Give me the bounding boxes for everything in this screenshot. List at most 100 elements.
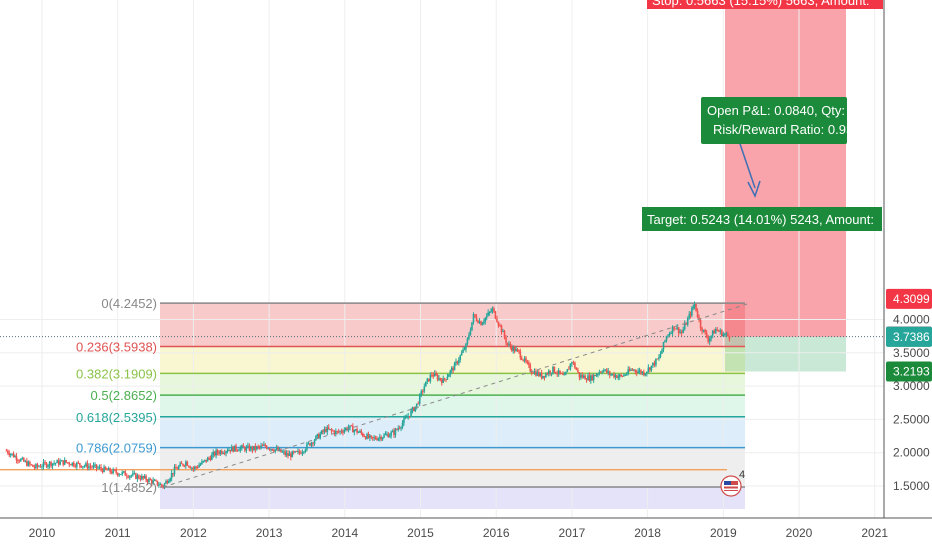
- candle-body: [251, 446, 254, 451]
- stop-zone[interactable]: [725, 0, 846, 337]
- candle-body: [188, 465, 190, 467]
- candle-body: [468, 334, 470, 339]
- candle-body: [185, 461, 187, 466]
- candle-body: [301, 452, 304, 454]
- candle-body: [172, 472, 174, 475]
- candle-body: [350, 425, 353, 427]
- candle-body: [630, 369, 632, 371]
- candle-body: [258, 446, 261, 448]
- candle-body: [313, 440, 316, 444]
- candle-body: [270, 448, 272, 450]
- candle-body: [624, 374, 627, 376]
- candle-body: [352, 425, 354, 433]
- target-zone[interactable]: [725, 336, 846, 372]
- candle-body: [30, 464, 33, 466]
- fib-trend-line[interactable]: [162, 302, 750, 488]
- candle-body: [556, 373, 559, 375]
- fib-band-0.786: [160, 447, 745, 487]
- candle-body: [546, 373, 549, 375]
- candle-body: [357, 432, 360, 433]
- candle-body: [522, 359, 524, 361]
- x-tick-label: 2021: [861, 526, 888, 540]
- candle-body: [199, 464, 202, 466]
- candle-body: [142, 476, 145, 478]
- candle-body: [618, 374, 621, 377]
- candle-body: [364, 436, 367, 439]
- candle-body: [398, 428, 401, 429]
- candle-body: [433, 373, 436, 377]
- price-axis-bg[interactable]: [884, 0, 932, 550]
- candle-body: [686, 318, 689, 325]
- candle-body: [241, 445, 243, 448]
- candle-body: [198, 465, 200, 468]
- candle-body: [290, 453, 292, 458]
- candle-body: [638, 370, 641, 372]
- candle-body: [448, 374, 450, 377]
- target-label-box: [642, 207, 882, 231]
- candle-body: [634, 369, 637, 372]
- candle-body: [650, 365, 653, 371]
- candle-body: [228, 449, 230, 451]
- candle-body: [689, 313, 692, 316]
- candle-body: [509, 344, 512, 347]
- candle-body: [230, 446, 233, 452]
- x-tick-label: 2013: [256, 526, 283, 540]
- candle-body: [682, 329, 684, 333]
- candle-body: [641, 371, 644, 374]
- candle-body: [223, 453, 226, 454]
- candle-body: [371, 436, 374, 438]
- candle-body: [160, 484, 163, 486]
- x-tick-label: 2015: [407, 526, 434, 540]
- candle-body: [79, 463, 81, 466]
- candle-body: [542, 375, 544, 379]
- candle-body: [701, 328, 703, 332]
- candle-body: [388, 435, 391, 438]
- candle-body: [367, 434, 370, 438]
- candle-body: [429, 374, 432, 382]
- candle-body: [220, 450, 223, 454]
- flag-icon[interactable]: 4: [720, 469, 745, 497]
- candle-body: [218, 452, 220, 454]
- candle-body: [453, 363, 456, 371]
- candle-body: [494, 311, 497, 319]
- candle-body: [215, 450, 217, 456]
- candle-body: [195, 466, 198, 468]
- candle-body: [327, 427, 330, 430]
- candle-body: [153, 480, 156, 482]
- candle-body: [212, 452, 215, 455]
- candle-body: [344, 427, 347, 430]
- candle-body: [696, 311, 699, 318]
- time-axis-bg[interactable]: [0, 518, 932, 550]
- candle-body: [621, 375, 624, 377]
- candle-body: [508, 344, 510, 345]
- candle-body: [439, 377, 442, 380]
- candle-body: [381, 437, 384, 440]
- candle-body: [8, 453, 11, 456]
- candle-body: [497, 322, 500, 326]
- candle-body: [370, 435, 373, 437]
- candle-body: [343, 429, 346, 433]
- candle-body: [591, 375, 594, 381]
- candle-body: [387, 434, 390, 438]
- position-zones: [725, 0, 846, 372]
- candle-body: [284, 451, 286, 455]
- candle-body: [180, 463, 183, 465]
- candle-body: [513, 347, 516, 352]
- candle-body: [581, 375, 584, 378]
- candle-body: [232, 446, 234, 452]
- candle-body: [124, 471, 127, 476]
- candle-body: [377, 438, 380, 441]
- candle-body: [149, 478, 152, 481]
- candle-body: [242, 445, 245, 448]
- candle-body: [60, 460, 63, 462]
- candle-body: [213, 452, 216, 456]
- candle-body: [27, 461, 30, 466]
- candle-body: [15, 456, 18, 461]
- candle-body: [82, 466, 84, 468]
- candle-body: [307, 443, 310, 444]
- candle-body: [248, 445, 251, 451]
- candle-body: [118, 474, 121, 476]
- candle-body: [179, 463, 181, 467]
- candle-body: [209, 458, 212, 460]
